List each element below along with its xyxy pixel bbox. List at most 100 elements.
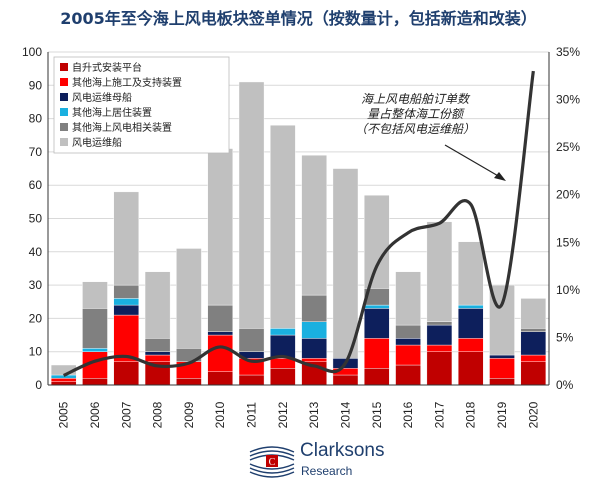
- chart: 0 10 20 30 40 50 60 70 80 90 100 0% 5% 10% 15% 20% 25% 3…: [22, 45, 580, 428]
- bar-segment-1: [489, 358, 515, 379]
- legend-swatch: [60, 108, 68, 116]
- bar-segment-1: [520, 354, 547, 362]
- bar-segment-5: [207, 148, 233, 306]
- bar-segment-2: [301, 338, 327, 359]
- bar-segment-2: [144, 351, 171, 356]
- bar-segment-1: [364, 338, 390, 369]
- bar-segment-0: [520, 361, 547, 386]
- legend-swatch: [60, 123, 68, 131]
- bar-segment-5: [113, 191, 140, 286]
- bar-segment-4: [520, 328, 547, 332]
- bar-segment-0: [489, 378, 515, 386]
- left-tick-label: 20: [29, 311, 43, 325]
- bar-segment-4: [144, 338, 171, 352]
- bar-segment-0: [270, 368, 296, 386]
- bar-segment-5: [520, 298, 547, 329]
- bar-segment-1: [50, 378, 77, 382]
- right-tick-label: 10%: [556, 283, 580, 297]
- chart-title: 2005年至今海上风电板块签单情况（按数量计，包括新造和改装）: [60, 9, 537, 28]
- legend-box: [53, 56, 230, 154]
- bar-segment-5: [270, 125, 296, 329]
- bar-segment-0: [395, 364, 421, 386]
- bar-segment-0: [364, 368, 390, 386]
- bar-segment-3: [82, 348, 108, 352]
- left-tick-label: 40: [29, 245, 43, 259]
- bar-segment-5: [395, 271, 421, 326]
- x-tick-label: 2007: [119, 401, 133, 428]
- left-tick-label: 100: [22, 45, 42, 59]
- bar-segment-4: [82, 308, 108, 349]
- right-tick-label: 35%: [556, 45, 580, 59]
- bar-segment-0: [238, 374, 265, 386]
- x-tick-label: 2013: [307, 401, 321, 428]
- bar-segment-2: [207, 331, 233, 336]
- bar-segment-4: [395, 324, 421, 339]
- bar-segment-0: [82, 378, 108, 386]
- bar-segment-2: [489, 354, 515, 359]
- bar-segment-5: [301, 155, 327, 296]
- bar-segment-5: [144, 271, 171, 339]
- annotation-arrow: [444, 144, 501, 178]
- left-tick-label: 0: [35, 378, 42, 392]
- bar-segment-4: [113, 284, 140, 299]
- bar-segment-4: [207, 304, 233, 332]
- annotation-line: （不包括风电运维船）: [355, 122, 475, 136]
- left-tick-label: 80: [29, 112, 43, 126]
- x-axis-ticks: 2005 2006 2007 2008 2009 2010 2011 2012 2013 2014…: [57, 401, 541, 428]
- bar-segment-2: [457, 308, 484, 339]
- brand-subtitle: Research: [301, 464, 353, 478]
- legend-swatch: [60, 93, 68, 101]
- bar-segment-1: [457, 338, 484, 352]
- bar-segment-1: [395, 344, 421, 366]
- legend-label: 自升式安装平台: [72, 61, 142, 74]
- share-line-path: [62, 70, 535, 377]
- left-tick-label: 30: [29, 278, 43, 292]
- bar-segment-5: [238, 81, 265, 329]
- bar-segment-3: [457, 304, 484, 309]
- right-tick-label: 0%: [556, 378, 574, 392]
- left-tick-label: 60: [29, 178, 43, 192]
- bar-segment-3: [50, 374, 77, 379]
- x-tick-label: 2018: [464, 401, 478, 428]
- right-axis-ticks: 0% 5% 10% 15% 20% 25% 30% 35%: [556, 45, 580, 392]
- legend-label: 其他海上风电相关装置: [72, 121, 172, 134]
- left-tick-label: 50: [29, 212, 43, 226]
- bar-segment-0: [457, 351, 484, 386]
- bar-segment-5: [332, 168, 359, 359]
- x-tick-label: 2010: [213, 401, 227, 428]
- x-tick-label: 2009: [182, 401, 196, 428]
- svg-text:C: C: [269, 457, 276, 468]
- x-tick-label: 2014: [338, 401, 352, 428]
- legend-swatch: [60, 78, 68, 86]
- left-tick-label: 90: [29, 78, 43, 92]
- bar-segment-0: [332, 374, 359, 386]
- x-tick-label: 2019: [495, 401, 509, 428]
- legend: 自升式安装平台其他海上施工及支持装置风电运维母船其他海上居住装置其他海上风电相关…: [53, 56, 230, 154]
- x-tick-label: 2015: [370, 401, 384, 428]
- right-tick-label: 5%: [556, 330, 574, 344]
- legend-swatch: [60, 63, 68, 71]
- bar-segment-5: [364, 194, 390, 289]
- clarksons-logo-icon: C: [249, 446, 295, 478]
- right-tick-label: 20%: [556, 188, 580, 202]
- bar-segment-1: [144, 354, 171, 362]
- right-tick-label: 15%: [556, 235, 580, 249]
- right-tick-label: 25%: [556, 140, 580, 154]
- share-line: [62, 70, 535, 377]
- annotation-line: 海上风电船舶订单数: [361, 92, 471, 106]
- bar-segment-3: [270, 328, 296, 336]
- bar-segment-0: [426, 351, 453, 386]
- bar-segment-2: [520, 331, 547, 356]
- brand-name: Clarksons: [300, 440, 385, 461]
- bar-segment-5: [426, 221, 453, 322]
- right-tick-label: 30%: [556, 93, 580, 107]
- x-tick-label: 2012: [276, 401, 290, 428]
- x-tick-label: 2017: [432, 401, 446, 428]
- x-tick-label: 2005: [57, 401, 71, 428]
- bar-segment-4: [238, 328, 265, 352]
- bar-segment-2: [113, 304, 140, 316]
- axes: [47, 52, 550, 386]
- left-tick-label: 10: [29, 345, 43, 359]
- bar-segment-1: [207, 334, 233, 372]
